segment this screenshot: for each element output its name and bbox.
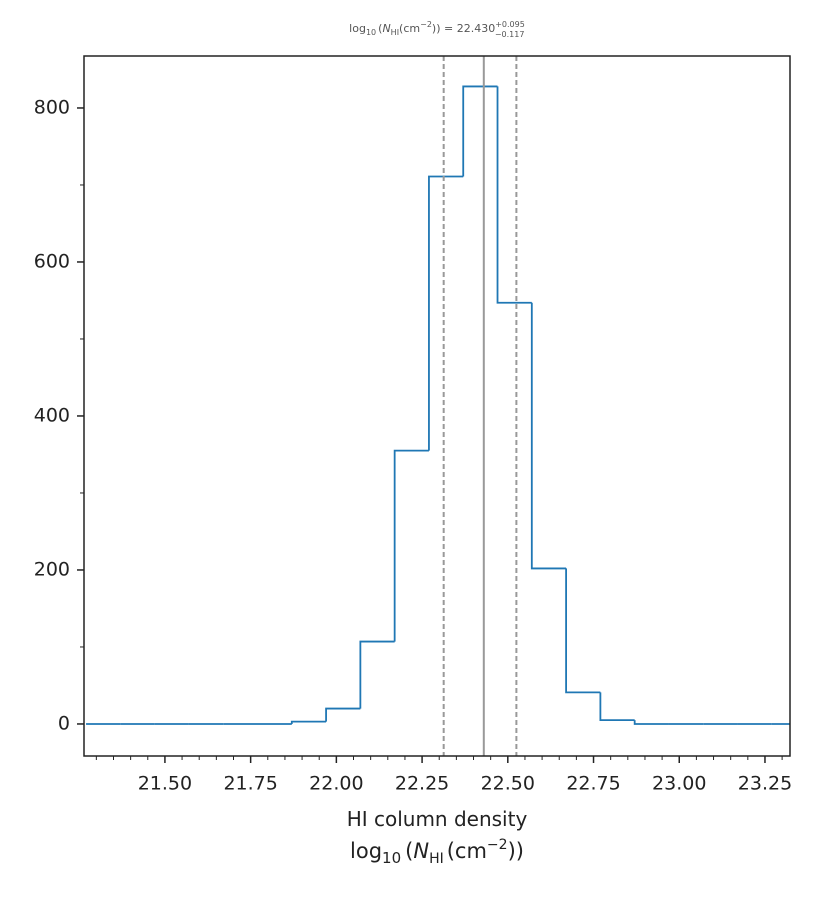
label-part: 10 <box>382 849 401 867</box>
x-tick-label: 21.50 <box>138 773 192 795</box>
label-part: N <box>413 839 429 863</box>
label-part: log <box>350 839 382 863</box>
histogram-step <box>428 175 464 451</box>
x-tick-label: 21.75 <box>223 773 277 795</box>
x-tick-label: 23.00 <box>652 773 706 795</box>
title-part: −2 <box>420 20 432 29</box>
axes-frame <box>83 55 791 757</box>
histogram-step <box>633 720 669 725</box>
label-part: (cm <box>447 839 487 863</box>
title-part: −0.117 <box>495 30 525 39</box>
histogram-step <box>530 302 567 570</box>
histogram-step <box>290 720 327 724</box>
title-part: log <box>349 22 366 35</box>
x-axis-label-2: log10 (NHI (cm−2)) <box>350 837 524 867</box>
histogram-step <box>325 707 361 722</box>
y-tick-label: 200 <box>34 558 70 580</box>
label-part: )) <box>508 839 524 863</box>
histogram-step <box>599 692 635 722</box>
histogram-step <box>462 85 498 177</box>
histogram-step <box>496 86 532 304</box>
x-tick-label: 23.25 <box>738 773 792 795</box>
title-part: (cm <box>399 22 420 35</box>
title-part: +0.095 <box>495 20 525 29</box>
label-part: −2 <box>487 837 508 853</box>
title-part: ( <box>378 22 382 35</box>
label-part: HI <box>429 851 444 867</box>
x-tick-label: 22.00 <box>309 773 363 795</box>
histogram-step <box>565 568 601 694</box>
histogram-step <box>359 640 395 709</box>
title-part: )) = 22.430 <box>432 22 495 35</box>
x-axis-label: HI column density <box>347 807 528 831</box>
x-tick-label: 22.50 <box>481 773 535 795</box>
label-part: ( <box>405 839 413 863</box>
histogram-step <box>393 449 429 642</box>
title-part: N <box>382 22 390 35</box>
x-tick-label: 22.75 <box>566 773 620 795</box>
title-part: HI <box>391 28 399 37</box>
y-tick-label: 800 <box>34 96 70 118</box>
y-tick-label: 600 <box>34 250 70 272</box>
chart-title: log10 (NHI(cm−2)) = 22.430+0.095 −0.117 <box>349 20 525 39</box>
x-tick-label: 22.25 <box>395 773 449 795</box>
y-tick-label: 0 <box>58 712 70 734</box>
y-tick-label: 400 <box>34 404 70 426</box>
plot-area <box>86 56 790 756</box>
title-part: 10 <box>366 28 376 37</box>
